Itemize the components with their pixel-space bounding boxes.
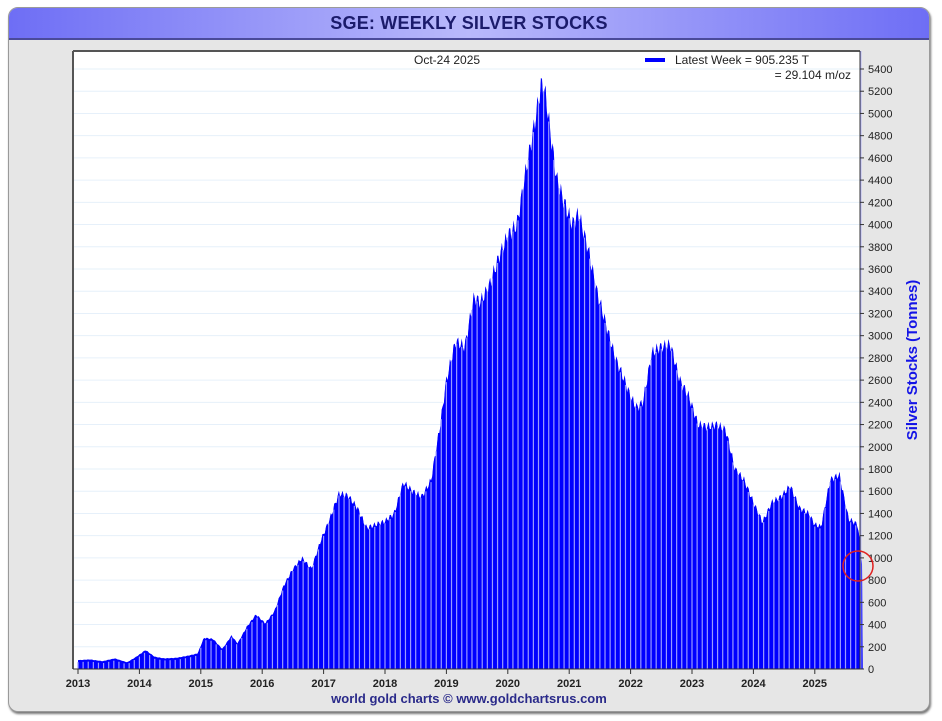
y-tick-label: 5200 [868, 86, 892, 98]
y-axis-ticks: 0 200 400 600 800 1000 1200 1400 1600 1800 2000 220… [860, 64, 892, 676]
y-tick-label: 2600 [868, 375, 892, 387]
x-axis-ticks: 2013 2014 2015 2016 2017 2018 2019 2020 2021 2022… [66, 669, 827, 690]
x-tick-label: 2016 [250, 678, 274, 690]
plot-frame [72, 50, 861, 670]
x-tick-label: 2025 [803, 678, 827, 690]
y-axis-label: Silver Stocks (Tonnes) [904, 280, 921, 441]
y-tick-label: 1800 [868, 464, 892, 476]
y-tick-label: 1400 [868, 508, 892, 520]
x-tick-label: 2015 [189, 678, 213, 690]
y-tick-label: 5000 [868, 108, 892, 120]
y-tick-label: 800 [868, 575, 886, 587]
x-tick-label: 2017 [311, 678, 335, 690]
y-tick-label: 5400 [868, 64, 892, 76]
y-tick-label: 4200 [868, 197, 892, 209]
y-tick-label: 4600 [868, 153, 892, 165]
y-tick-label: 1000 [868, 553, 892, 565]
y-tick-label: 2000 [868, 442, 892, 454]
date-label: Oct-24 2025 [414, 53, 480, 67]
x-tick-label: 2023 [680, 678, 704, 690]
x-tick-label: 2019 [434, 678, 458, 690]
x-tick-label: 2022 [618, 678, 642, 690]
y-tick-label: 2800 [868, 353, 892, 365]
y-tick-label: 400 [868, 620, 886, 632]
y-tick-label: 2400 [868, 397, 892, 409]
x-tick-label: 2021 [557, 678, 581, 690]
y-tick-label: 4800 [868, 131, 892, 143]
x-tick-label: 2020 [496, 678, 520, 690]
data-bars [73, 51, 863, 669]
chart-title: SGE: WEEKLY SILVER STOCKS [330, 13, 608, 33]
legend-line2: = 29.104 m/oz [775, 68, 851, 82]
y-tick-label: 4000 [868, 220, 892, 232]
y-tick-label: 200 [868, 642, 886, 654]
y-tick-label: 2200 [868, 420, 892, 432]
latest-value-marker [842, 550, 874, 582]
y-tick-label: 3400 [868, 286, 892, 298]
x-tick-label: 2024 [741, 678, 766, 690]
x-tick-label: 2013 [66, 678, 90, 690]
footer-credit: world gold charts © www.goldchartsrus.co… [331, 691, 607, 706]
y-tick-label: 1600 [868, 486, 892, 498]
y-tick-label: 3800 [868, 242, 892, 254]
y-tick-label: 3000 [868, 331, 892, 343]
x-tick-label: 2014 [127, 678, 152, 690]
y-tick-label: 600 [868, 597, 886, 609]
y-tick-label: 3600 [868, 264, 892, 276]
title-bar: SGE: WEEKLY SILVER STOCKS [9, 8, 929, 40]
x-tick-label: 2018 [373, 678, 397, 690]
y-tick-label: 1200 [868, 531, 892, 543]
y-tick-label: 4400 [868, 175, 892, 187]
y-tick-label: 3200 [868, 308, 892, 320]
legend-swatch [645, 58, 665, 62]
y-tick-label: 0 [868, 664, 874, 676]
legend-line1: Latest Week = 905.235 T [675, 53, 810, 67]
